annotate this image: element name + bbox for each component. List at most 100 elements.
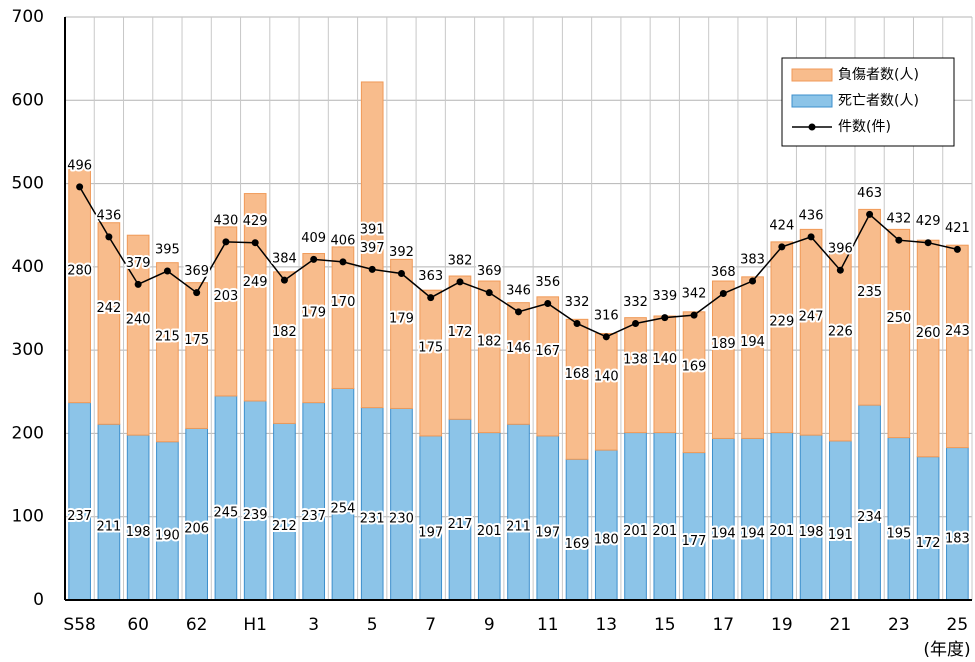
data-label: 197 xyxy=(535,525,560,540)
data-label: 146 xyxy=(506,341,531,356)
legend-label: 負傷者数(人) xyxy=(838,67,919,83)
data-label: 195 xyxy=(886,526,911,541)
legend-swatch xyxy=(791,68,833,82)
data-label: 332 xyxy=(623,295,648,310)
line-marker xyxy=(661,314,669,322)
line-marker xyxy=(163,267,171,275)
data-label: 346 xyxy=(506,283,531,298)
bar-segment xyxy=(711,437,735,601)
data-label: 432 xyxy=(886,212,911,227)
line-marker xyxy=(134,280,142,288)
data-label: 189 xyxy=(711,337,736,352)
bar-segment xyxy=(243,193,267,402)
bar-segment xyxy=(858,404,881,601)
line-marker xyxy=(866,210,874,218)
bar-segment xyxy=(624,317,647,434)
data-label: 140 xyxy=(594,369,619,384)
data-label: 197 xyxy=(418,525,443,540)
data-label: 169 xyxy=(682,360,707,375)
bar-segment xyxy=(214,226,238,397)
data-label: 217 xyxy=(448,517,473,532)
bar-segment xyxy=(97,222,121,425)
bar-segment xyxy=(243,400,267,601)
line-marker xyxy=(953,245,961,253)
bar-segment xyxy=(477,432,501,601)
bar-segment xyxy=(829,252,852,442)
line-marker xyxy=(368,265,376,273)
bar-segment xyxy=(360,81,384,409)
bar-segment xyxy=(887,228,911,439)
bar-segment xyxy=(477,280,501,434)
data-label: 369 xyxy=(477,264,502,279)
data-label: 180 xyxy=(594,533,619,548)
y-tick-label: 500 xyxy=(12,174,44,194)
x-tick-label: 13 xyxy=(595,615,617,635)
data-label: 240 xyxy=(126,313,151,328)
data-label: 332 xyxy=(565,295,590,310)
data-label: 239 xyxy=(243,508,268,523)
data-label: 201 xyxy=(623,524,648,539)
data-label: 229 xyxy=(769,315,794,330)
line-marker xyxy=(778,243,786,251)
x-tick-label: 3 xyxy=(308,615,319,635)
bar-segment xyxy=(390,407,413,601)
data-label: 201 xyxy=(477,524,502,539)
bar-segment xyxy=(829,440,852,601)
bar-segment xyxy=(916,239,940,458)
line-marker xyxy=(807,233,815,241)
data-label: 250 xyxy=(886,311,911,326)
data-label: 382 xyxy=(448,253,473,268)
data-label: 342 xyxy=(682,287,707,302)
bar-segment xyxy=(653,315,677,434)
x-tick-label: 7 xyxy=(425,615,436,635)
x-tick-label: 23 xyxy=(888,615,910,635)
data-label: 167 xyxy=(535,344,560,359)
line-marker xyxy=(310,255,318,263)
bar-segment xyxy=(331,246,355,389)
data-label: 182 xyxy=(272,325,297,340)
data-label: 201 xyxy=(652,524,677,539)
line-marker xyxy=(193,289,201,297)
line-marker xyxy=(251,239,259,247)
y-tick-label: 0 xyxy=(33,590,44,610)
line-marker xyxy=(222,238,230,246)
bar-segment xyxy=(302,253,326,404)
line-marker xyxy=(515,308,522,316)
line-marker xyxy=(924,239,932,247)
bar-segment xyxy=(594,332,618,451)
bar-segment xyxy=(390,258,413,409)
bar-segment xyxy=(302,402,326,601)
bar-segment xyxy=(156,262,179,443)
bar-segment xyxy=(419,435,443,601)
data-label: 430 xyxy=(214,213,239,228)
line-marker xyxy=(690,311,698,319)
bar-segment xyxy=(741,276,764,439)
bar-segment xyxy=(770,432,794,601)
bar-segment xyxy=(565,458,589,601)
data-label: 211 xyxy=(96,520,121,535)
data-label: 140 xyxy=(652,352,677,367)
line-marker xyxy=(397,270,405,278)
data-label: 212 xyxy=(272,519,297,534)
data-label: 429 xyxy=(916,214,941,229)
bar-segment xyxy=(799,434,823,601)
data-label: 383 xyxy=(740,253,765,268)
data-label: 356 xyxy=(535,275,560,290)
data-label: 396 xyxy=(828,242,853,257)
bar-segment xyxy=(448,275,472,420)
data-label: 182 xyxy=(477,334,502,349)
bar-segment xyxy=(419,289,443,437)
x-tick-label: 15 xyxy=(654,615,676,635)
data-label: 198 xyxy=(799,525,824,540)
data-label: 170 xyxy=(331,295,356,310)
x-tick-label: 17 xyxy=(712,615,734,635)
data-label: 177 xyxy=(682,534,707,549)
data-label: 424 xyxy=(769,218,794,233)
data-label: 368 xyxy=(711,265,736,280)
line-marker xyxy=(456,278,464,286)
bar-segment xyxy=(916,456,940,601)
data-label: 429 xyxy=(243,214,268,229)
bar-segment xyxy=(126,234,150,436)
labels: 237 211 198 190 206 245 239 212 237 254 231 230 197 2… xyxy=(65,156,972,554)
bar-segment xyxy=(68,402,91,601)
